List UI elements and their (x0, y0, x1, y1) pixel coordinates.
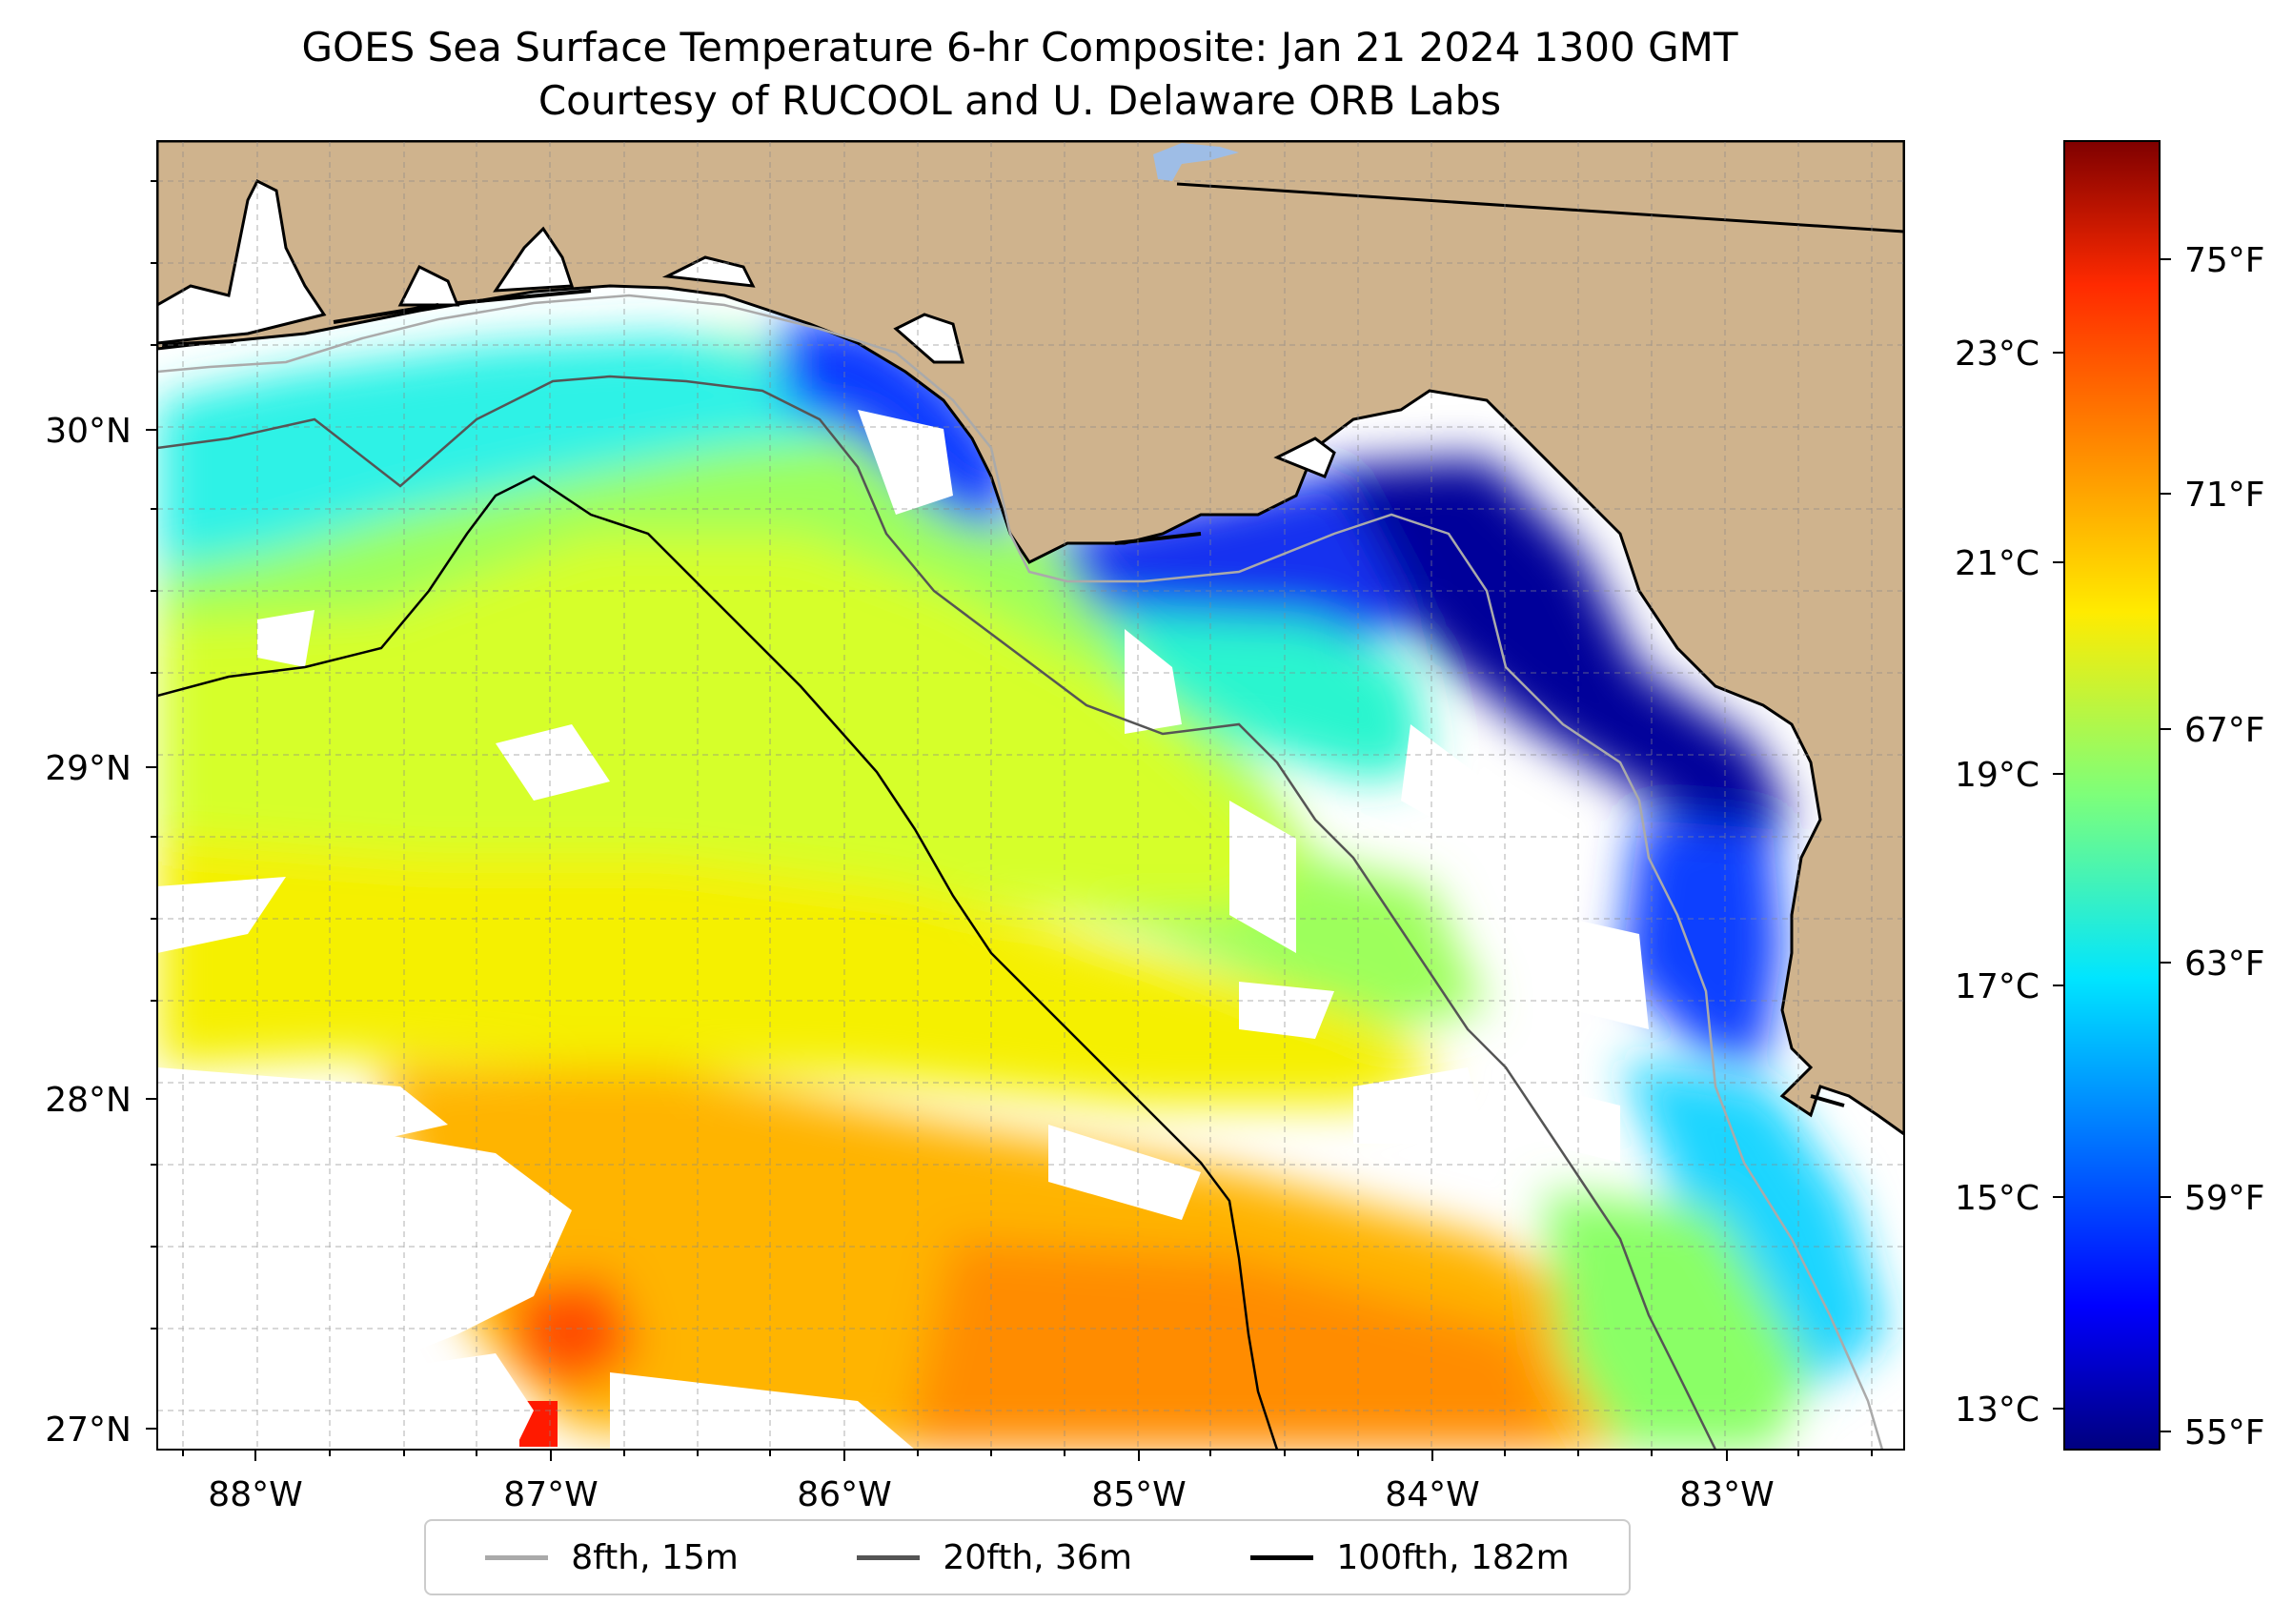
colorbar-celsius-labels: 23°C 21°C 19°C 17°C 15°C 13°C (1955, 335, 2039, 1430)
land (157, 141, 1904, 1136)
colorbar-gradient (2063, 140, 2161, 1451)
lat-ticks (146, 180, 157, 1430)
cbar-c-23: 23°C (1955, 335, 2039, 374)
legend-label-100fth: 100fth, 182m (1336, 1537, 1570, 1577)
sst-region-red-patch (515, 1277, 639, 1391)
lat-label-29n: 29°N (45, 749, 132, 788)
lon-ticks (182, 1450, 1873, 1461)
lon-label-85w: 85°W (1091, 1475, 1186, 1514)
lon-label-86w: 86°W (797, 1475, 891, 1514)
sst-region-deep-orange (905, 1239, 1563, 1450)
cbar-f-59: 59°F (2184, 1179, 2265, 1218)
barrier-islands (161, 289, 1845, 1107)
lat-label-28n: 28°N (45, 1081, 132, 1120)
legend-item-100fth: 100fth, 182m (1250, 1537, 1570, 1577)
lat-label-27n: 27°N (45, 1411, 132, 1450)
legend-item-20fth: 20fth, 36m (857, 1538, 1132, 1577)
gridlines (157, 141, 1904, 1450)
legend-label-8fth: 8fth, 15m (571, 1537, 739, 1577)
cbar-f-67: 67°F (2184, 711, 2265, 750)
sst-region-cyan-south (1620, 1058, 1887, 1391)
sst-field (157, 315, 1887, 1450)
map-panel (157, 141, 1904, 1450)
cbar-c-19: 19°C (1955, 756, 2039, 795)
lon-label-88w: 88°W (208, 1475, 302, 1514)
map-frame (156, 140, 1905, 1451)
isobath-100fth-182m (157, 475, 1279, 1450)
legend-label-20fth: 20fth, 36m (943, 1537, 1132, 1577)
isobath-8fth-15m (157, 294, 1884, 1450)
sst-region-navy-east (1334, 457, 1792, 839)
lon-label-87w: 87°W (503, 1475, 598, 1514)
isobath-20fth-36m (157, 375, 1717, 1450)
cbar-c-17: 17°C (1955, 967, 2039, 1006)
lon-labels: 88°W 87°W 86°W 85°W 84°W 83°W (208, 1475, 1774, 1514)
isobath-legend: 8fth, 15m 20fth, 36m 100fth, 182m (424, 1519, 1631, 1595)
sst-region-light-green-south (1544, 1191, 1811, 1450)
sst-region-yellow-green (157, 534, 1296, 915)
legend-swatch-8fth (485, 1554, 549, 1560)
sst-region-teal-coast (1106, 610, 1430, 782)
legend-item-8fth: 8fth, 15m (485, 1538, 739, 1577)
lake-seminole (1153, 143, 1239, 181)
nodata-gaps (157, 410, 1649, 1450)
lon-label-83w: 83°W (1679, 1475, 1774, 1514)
cbar-f-55: 55°F (2184, 1413, 2265, 1452)
colorbar-fahrenheit-labels: 75°F 71°F 67°F 63°F 59°F 55°F (2184, 241, 2265, 1452)
state-border (1176, 182, 1904, 233)
colorbar: 23°C 21°C 19°C 17°C 15°C 13°C 75°F 71°F … (1955, 140, 2265, 1452)
cbar-f-71: 71°F (2184, 476, 2265, 515)
cbar-f-63: 63°F (2184, 944, 2265, 984)
lon-label-84w: 84°W (1385, 1475, 1479, 1514)
legend-swatch-100fth (1250, 1554, 1314, 1560)
chart-subtitle: Courtesy of RUCOOL and U. Delaware ORB L… (538, 77, 1502, 124)
cbar-c-15: 15°C (1955, 1179, 2039, 1218)
chart-title: GOES Sea Surface Temperature 6-hr Compos… (301, 24, 1738, 71)
cbar-c-13: 13°C (1955, 1391, 2039, 1430)
lat-label-30n: 30°N (45, 412, 132, 451)
sst-region-yellow (157, 839, 1449, 1106)
cbar-c-21: 21°C (1955, 544, 2039, 583)
sst-region-cyan (157, 334, 839, 572)
legend-swatch-20fth (857, 1554, 921, 1560)
cbar-f-75: 75°F (2184, 241, 2265, 280)
lat-labels: 30°N 29°N 28°N 27°N (45, 412, 132, 1450)
